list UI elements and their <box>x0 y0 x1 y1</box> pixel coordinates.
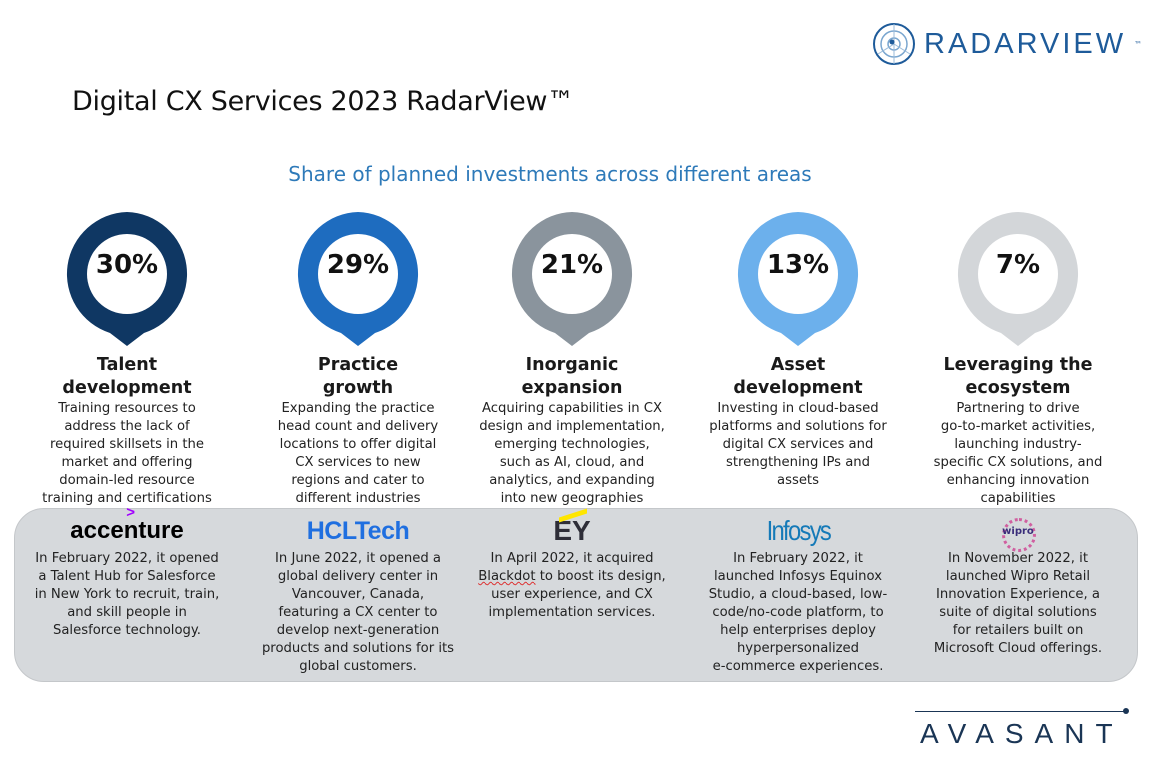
area-description: Expanding the practice head count and de… <box>277 401 439 506</box>
area-description: Acquiring capabilities in CX design and … <box>479 401 665 506</box>
vendor-examples-panel <box>14 508 1138 682</box>
vendor-initiative-text: In June 2022, it opened a global deliver… <box>261 551 455 674</box>
avasant-dot <box>1123 708 1129 714</box>
vendor-accenture: > accenture In February 2022, it opened a… <box>17 504 237 640</box>
area-practice-growth: 29% Practice growth Expanding the practi… <box>248 210 468 508</box>
area-title: Inorganic expansion <box>521 355 623 398</box>
area-title: Practice growth <box>317 355 399 398</box>
vendor-initiative-text: In April 2022, it acquired Blackdot to b… <box>478 551 666 620</box>
map-pin-icon <box>66 212 188 346</box>
area-title: Talent development <box>62 355 192 398</box>
area-leveraging-ecosystem: 7% Leveraging the ecosystem Partnering t… <box>908 210 1128 508</box>
wipro-logo: wipro <box>908 512 1128 552</box>
page-title: Digital CX Services 2023 RadarView™ <box>72 86 574 117</box>
ey-logo: EY <box>462 508 682 550</box>
vendor-initiative-text: In February 2022, it opened a Talent Hub… <box>34 551 220 638</box>
investment-share: 7% <box>995 250 1041 280</box>
map-pin-icon <box>957 212 1079 346</box>
infosys-logo: Infosys <box>766 515 831 546</box>
investment-share: 21% <box>540 250 604 280</box>
avasant-line <box>915 711 1125 712</box>
hcltech-logo: HCLTech <box>306 516 410 545</box>
vendor-initiative-text: In February 2022, it launched Infosys Eq… <box>708 551 888 674</box>
area-description: Investing in cloud-based platforms and s… <box>709 401 887 488</box>
radar-icon <box>873 23 915 65</box>
area-asset-development: 13% Asset development Investing in cloud… <box>688 210 908 490</box>
area-title: Leveraging the ecosystem <box>943 355 1093 398</box>
radarview-wordmark: RADARVIEW <box>924 27 1127 60</box>
accenture-logo: > accenture <box>70 504 184 544</box>
investment-share: 29% <box>326 250 390 280</box>
investment-share: 13% <box>766 250 830 280</box>
area-talent-development: 30% Talent development Training resource… <box>17 210 237 508</box>
area-description: Training resources to address the lack o… <box>42 401 212 506</box>
area-title: Asset development <box>733 355 863 398</box>
area-inorganic-expansion: 21% Inorganic expansion Acquiring capabi… <box>462 210 682 508</box>
investment-share: 30% <box>95 250 159 280</box>
avasant-logo: AVASANT <box>920 718 1124 749</box>
radarview-logo: RADARVIEW ™ <box>872 22 1142 66</box>
map-pin-icon <box>511 212 633 346</box>
vendor-ey: EY In April 2022, it acquired Blackdot t… <box>462 508 682 622</box>
trademark: ™ <box>1134 39 1143 49</box>
vendor-initiative-text: In November 2022, it launched Wipro Reta… <box>933 551 1103 656</box>
vendor-wipro: wipro In November 2022, it launched Wipr… <box>908 512 1128 658</box>
map-pin-icon <box>737 212 859 346</box>
map-pin-icon <box>297 212 419 346</box>
vendor-infosys: Infosys In February 2022, it launched In… <box>688 512 908 676</box>
subtitle: Share of planned investments across diff… <box>288 162 812 186</box>
area-description: Partnering to drive go-to-market activit… <box>933 401 1103 506</box>
vendor-hcltech: HCLTech In June 2022, it opened a global… <box>248 512 468 676</box>
